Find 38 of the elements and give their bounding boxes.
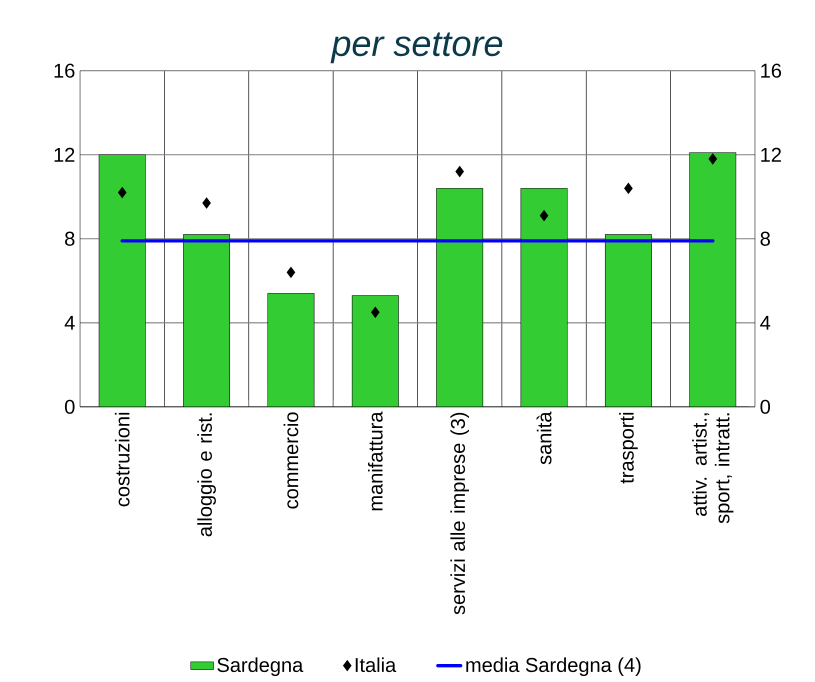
y2-tick-label: 4 (64, 316, 75, 330)
bar (520, 188, 568, 408)
x-tick-label: costruzioni (114, 413, 130, 507)
legend-label: Italia (356, 658, 396, 672)
y2-tick-label: 16 (54, 64, 74, 78)
y-tick-label: 4 (760, 316, 770, 330)
y-tick-label: 12 (761, 148, 781, 162)
bar (267, 293, 314, 408)
y2-tick-label: 0 (64, 400, 75, 414)
x-tick-label: servizi alle imprese (3) (450, 413, 469, 615)
point (118, 187, 126, 198)
bar (604, 234, 652, 408)
y2-tick-label: 8 (65, 232, 74, 246)
point (202, 198, 211, 209)
point (708, 154, 718, 165)
bar (689, 152, 736, 408)
point (455, 166, 464, 178)
x-tick-label: alloggio e rist. (197, 414, 216, 537)
x-tick-label: commercio (284, 412, 298, 509)
bar (98, 154, 146, 408)
point (624, 182, 633, 194)
y-tick-label: 16 (761, 64, 782, 78)
x-tick-label: sanità (536, 412, 552, 465)
y2-tick-label: 12 (54, 148, 74, 162)
point (540, 210, 548, 222)
legend-label: media Sardegna (4) (466, 658, 641, 676)
point (286, 266, 296, 278)
x-tick-label: manifattura (368, 412, 383, 511)
bar (352, 295, 399, 408)
legend-label: Sardegna (217, 658, 304, 676)
chart-title: per settore (330, 32, 502, 64)
bar (436, 188, 484, 408)
bar (183, 234, 230, 408)
y-tick-label: 8 (760, 232, 770, 246)
point (371, 306, 380, 318)
x-tick-label: attiv. artist., sport, intratt. (692, 414, 734, 524)
y-tick-label: 0 (760, 400, 770, 414)
x-tick-label: trasporti (619, 413, 638, 484)
